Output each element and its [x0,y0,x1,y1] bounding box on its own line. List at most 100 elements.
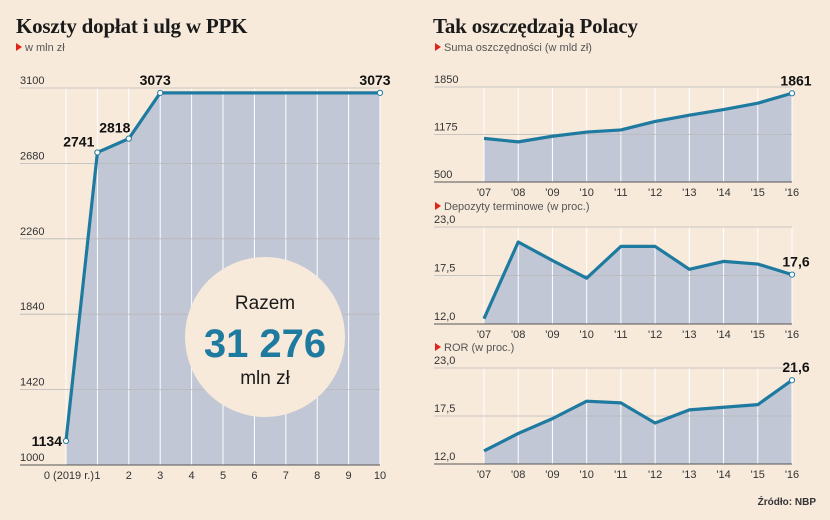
deposits-xtick-0: '07 [477,329,491,341]
ror-series-line [483,378,793,453]
total-badge-circle [185,257,345,417]
savings-point-9 [788,90,796,97]
ppk-xtick-2: 2 [126,470,132,482]
left-chart-title: Koszty dopłat i ulg w PPK [16,14,248,38]
savings-xtick-1: '08 [511,187,525,199]
ror-subtitle-text: ROR (w proc.) [444,342,515,354]
savings-xtick-5: '12 [648,187,662,199]
total-badge-label: Razem [235,293,295,314]
deposits-area [484,241,792,324]
ppk-ytick-3: 2260 [20,226,44,238]
ror-xtick-8: '15 [751,469,765,481]
deposits-xtick-3: '10 [579,329,593,341]
ppk-value-label-1: 2741 [63,133,94,149]
ror-xtick-6: '13 [682,469,696,481]
ppk-point-0 [62,437,70,445]
savings-series-line [483,91,793,144]
ppk-point-1 [94,149,101,156]
ror-xtick-2: '09 [545,469,559,481]
ppk-point-2 [125,135,132,142]
deposits-ytick-0: 12,0 [434,311,455,323]
ppk-point-3 [157,89,164,96]
savings-xtick-9: '16 [785,187,799,199]
ppk-value-label-3: 3073 [140,72,171,88]
ppk-xtick-8: 8 [314,470,320,482]
right-chart-title: Tak oszczędzają Polacy [433,14,638,38]
total-badge: Razem 31 276 mln zł [185,257,345,417]
ror-ytick-2: 23,0 [434,355,455,367]
ppk-point-4 [376,89,384,96]
ror-ytick-1: 17,5 [434,403,455,415]
left-subtitle-text: w mln zł [25,42,65,54]
total-badge-value: 31 276 [204,322,326,366]
deposits-xtick-1: '08 [511,329,525,341]
savings-xtick-3: '10 [579,187,593,199]
ppk-ytick-5: 3100 [20,75,44,87]
deposits-subtitle: Depozyty terminowe (w proc.) [435,201,590,213]
ppk-ytick-2: 1840 [20,301,44,313]
ppk-xtick-10: 10 [374,470,386,482]
deposits-xtick-8: '15 [751,329,765,341]
ror-xtick-9: '16 [785,469,799,481]
ppk-xtick-9: 9 [346,470,352,482]
red-triangle-icon [435,43,441,51]
savings-subtitle: Suma oszczędności (w mld zł) [435,42,592,54]
ror-xtick-1: '08 [511,469,525,481]
ror-chart: 12,0 17,5 23,0 '07 '08 '09 '10 '11 '12 '13 '14 '15 '… [434,355,810,481]
savings-xtick-7: '14 [716,187,730,199]
deposits-subtitle-text: Depozyty terminowe (w proc.) [444,201,590,213]
savings-xtick-2: '09 [545,187,559,199]
savings-subtitle-text: Suma oszczędności (w mld zł) [444,42,592,54]
ppk-xtick-7: 7 [283,470,289,482]
deposits-xtick-7: '14 [716,329,730,341]
ror-xtick-3: '10 [579,469,593,481]
savings-ytick-0: 500 [434,169,452,181]
savings-area [484,93,792,182]
ror-xtick-7: '14 [716,469,730,481]
ror-point-9 [788,377,796,384]
ppk-value-label-0: 1134 [32,433,63,449]
savings-end-label: 1861 [780,72,811,88]
deposits-xtick-5: '12 [648,329,662,341]
red-triangle-icon [435,343,441,351]
total-badge-unit: mln zł [240,368,290,389]
savings-xtick-0: '07 [477,187,491,199]
red-triangle-icon [16,43,22,51]
ppk-xtick-0: 0 (2019 r.) [44,470,94,482]
deposits-xtick-2: '09 [545,329,559,341]
ppk-xtick-3: 3 [157,470,163,482]
deposits-point-9 [788,271,796,278]
ppk-ytick-4: 2680 [20,150,44,162]
savings-ytick-2: 1850 [434,74,458,86]
ror-end-label: 21,6 [782,359,809,375]
ppk-ytick-1: 1420 [20,377,44,389]
source-note: Źródło: NBP [757,497,816,508]
deposits-xtick-6: '13 [682,329,696,341]
deposits-series-line [482,240,793,320]
ppk-ytick-0: 1000 [20,452,44,464]
ror-xtick-4: '11 [614,469,628,481]
ppk-xtick-4: 4 [189,470,195,482]
deposits-ytick-1: 17,5 [434,263,455,275]
ror-ytick-0: 12,0 [434,451,455,463]
ppk-xtick-5: 5 [220,470,226,482]
deposits-ytick-2: 23,0 [434,214,455,226]
ror-xtick-0: '07 [477,469,491,481]
ror-area [484,380,792,464]
deposits-end-label: 17,6 [782,254,809,270]
savings-xtick-6: '13 [682,187,696,199]
savings-chart: 500 1175 1850 '07 '08 '09 '10 '11 '12 '13 '14 '15 '1… [434,72,812,199]
ppk-xtick-1: 1 [94,470,100,482]
deposits-xtick-9: '16 [785,329,799,341]
savings-ytick-1: 1175 [434,122,458,134]
ror-subtitle: ROR (w proc.) [435,342,514,354]
ppk-xtick-6: 6 [251,470,257,482]
red-triangle-icon [435,202,441,210]
ppk-value-label-4: 3073 [359,72,390,88]
left-chart-subtitle: w mln zł [16,42,65,54]
savings-xtick-8: '15 [751,187,765,199]
ror-xtick-5: '12 [648,469,662,481]
deposits-xtick-4: '11 [614,329,628,341]
ppk-chart: 1000 1420 1840 2260 2680 3100 0 (2019 r.) 1 2 3 4 5… [20,72,391,482]
